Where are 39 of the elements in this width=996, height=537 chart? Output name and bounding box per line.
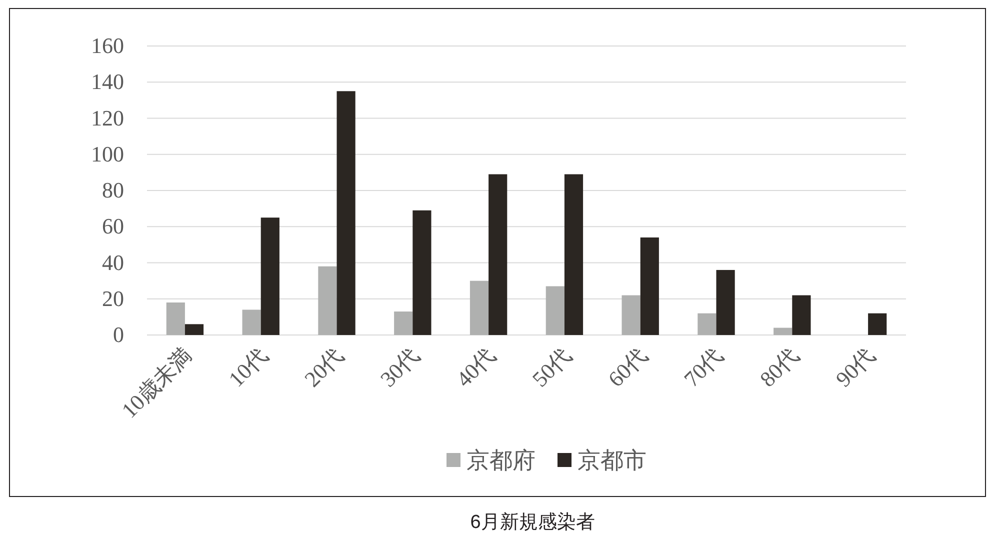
y-tick-label: 60 <box>102 214 124 239</box>
bar <box>546 286 564 335</box>
bar <box>792 295 811 335</box>
bar <box>774 328 792 335</box>
bar <box>622 295 640 335</box>
y-tick-label: 40 <box>102 250 124 275</box>
legend-label: 京都府 <box>466 448 536 473</box>
bar <box>184 324 204 335</box>
y-tick-label: 160 <box>91 33 124 58</box>
y-tick-label: 120 <box>91 105 124 130</box>
x-tick-label: 10代 <box>224 342 272 392</box>
bar <box>412 210 432 335</box>
x-tick-label: 30代 <box>375 342 424 392</box>
bar <box>716 270 735 335</box>
bar <box>564 174 584 335</box>
x-tick-label: 20代 <box>299 342 348 392</box>
x-tick-label: 60代 <box>603 342 652 392</box>
y-tick-label: 140 <box>91 69 124 94</box>
x-tick-label: 40代 <box>451 342 500 392</box>
bar <box>318 266 337 335</box>
bar <box>242 310 261 335</box>
bar <box>336 91 356 335</box>
text: 6月新規感染者 <box>470 511 595 533</box>
legend-label: 京都市 <box>578 448 646 473</box>
bar <box>868 313 887 335</box>
bar <box>260 218 280 335</box>
x-tick-label: 80代 <box>754 342 804 392</box>
x-tick-label: 50代 <box>527 342 576 392</box>
x-tick-label: 70代 <box>678 342 728 392</box>
bar <box>488 174 508 335</box>
y-tick-label: 80 <box>102 178 124 202</box>
bar <box>470 280 489 335</box>
bar <box>394 312 413 335</box>
bar <box>640 237 659 335</box>
bar <box>698 313 716 335</box>
bar <box>166 302 185 335</box>
y-tick-label: 20 <box>102 286 124 311</box>
x-tick-label: 90代 <box>830 342 880 392</box>
y-tick-label: 100 <box>91 141 124 166</box>
